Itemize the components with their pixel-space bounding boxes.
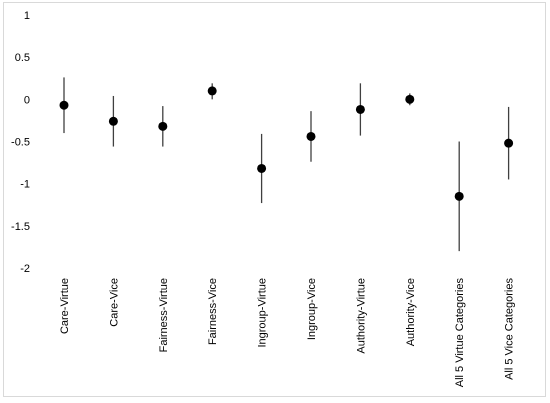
x-axis: Care-Virtue Care-Vice Fairness-Virtue Fairn…: [59, 278, 516, 388]
x-category-label: Authority-Vice: [405, 278, 417, 346]
data-point: [108, 116, 118, 126]
y-tick-label: -0.5: [11, 137, 30, 149]
data-point: [454, 191, 464, 201]
data-point: [257, 163, 267, 173]
data-point: [158, 121, 168, 131]
x-category-label: Fairness-Vice: [207, 278, 219, 345]
y-tick-label: 0.5: [15, 52, 30, 64]
x-category-label: All 5 Vice Categories: [504, 278, 516, 380]
y-tick-label: 1: [24, 10, 30, 22]
x-category-label: Authority-Virtue: [355, 278, 367, 354]
error-bars: [63, 77, 510, 252]
data-point: [306, 131, 316, 141]
x-category-label: Ingroup-Vice: [306, 278, 318, 340]
x-category-label: All 5 Virtue Categories: [454, 278, 466, 388]
y-tick-label: -1.5: [11, 221, 30, 233]
y-tick-label: -2: [20, 263, 30, 275]
y-tick-label: 0: [24, 94, 30, 106]
x-category-label: Ingroup-Virtue: [257, 278, 269, 348]
x-category-label: Fairness-Virtue: [158, 278, 170, 352]
y-axis: 1 0.5 0 -0.5 -1 -1.5 -2: [11, 10, 30, 275]
x-category-label: Care-Virtue: [59, 278, 71, 334]
x-category-label: Care-Vice: [108, 278, 120, 327]
data-point: [207, 86, 217, 96]
data-point: [59, 100, 69, 110]
y-tick-label: -1: [20, 179, 30, 191]
data-points: [59, 86, 514, 201]
data-point: [355, 104, 365, 114]
chart-frame: [3, 2, 546, 397]
data-point: [405, 94, 415, 104]
data-point: [504, 138, 514, 148]
